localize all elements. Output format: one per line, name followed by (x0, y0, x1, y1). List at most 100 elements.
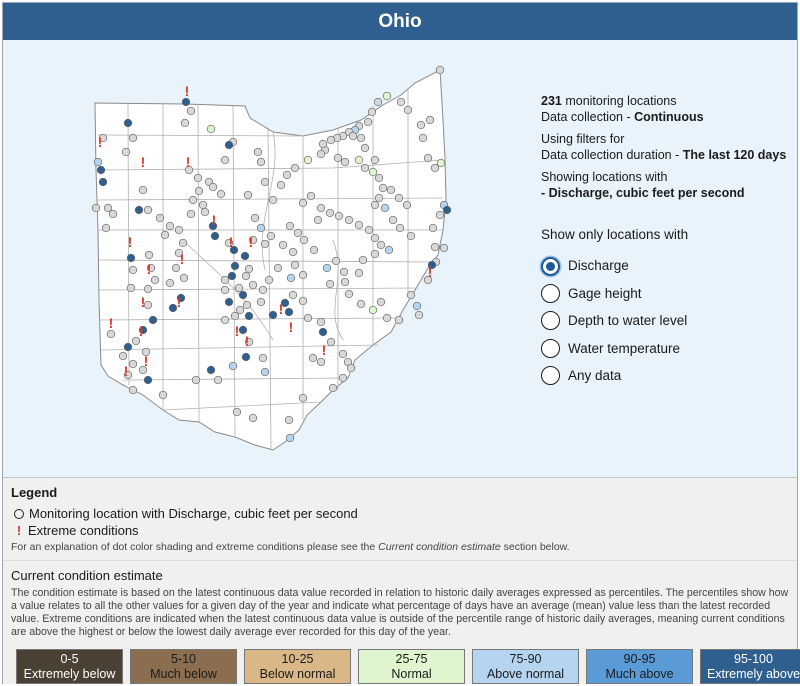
monitoring-location-dot[interactable] (171, 263, 181, 273)
monitoring-location-dot[interactable] (364, 225, 374, 235)
monitoring-location-dot[interactable] (406, 290, 416, 300)
monitoring-location-dot[interactable] (103, 203, 113, 213)
monitoring-location-dot[interactable] (370, 155, 380, 165)
monitoring-location-dot[interactable] (224, 140, 234, 150)
monitoring-location-dot[interactable] (242, 300, 252, 310)
monitoring-location-dot[interactable] (224, 238, 234, 248)
monitoring-location-dot[interactable] (382, 313, 392, 323)
monitoring-location-dot[interactable] (338, 349, 348, 359)
monitoring-location-dot[interactable] (146, 263, 156, 273)
monitoring-location-dot[interactable] (220, 155, 230, 165)
monitoring-location-dot[interactable] (376, 240, 386, 250)
monitoring-location-dot[interactable] (286, 273, 296, 283)
monitoring-location-dot[interactable] (423, 153, 433, 163)
monitoring-location-dot[interactable] (220, 315, 230, 325)
monitoring-location-dot[interactable] (354, 155, 364, 165)
monitoring-location-dot[interactable] (356, 133, 366, 143)
monitoring-location-dot[interactable] (148, 315, 158, 325)
monitoring-location-dot[interactable] (403, 105, 413, 115)
monitoring-location-dot[interactable] (198, 200, 208, 210)
monitoring-location-dot[interactable] (306, 191, 316, 201)
monitoring-location-dot[interactable] (243, 190, 253, 200)
monitoring-location-dot[interactable] (370, 233, 380, 243)
monitoring-location-dot[interactable] (280, 298, 290, 308)
monitoring-location-dot[interactable] (244, 337, 254, 347)
monitoring-location-dot[interactable] (360, 143, 370, 153)
monitoring-location-dot[interactable] (374, 193, 384, 203)
monitoring-location-dot[interactable] (298, 296, 308, 306)
monitoring-location-dot[interactable] (155, 213, 165, 223)
radio-button[interactable] (541, 256, 560, 276)
monitoring-location-dot[interactable] (322, 263, 332, 273)
monitoring-location-dot[interactable] (290, 163, 300, 173)
monitoring-location-dot[interactable] (220, 285, 230, 295)
monitoring-location-dot[interactable] (126, 283, 136, 293)
monitoring-location-dot[interactable] (179, 273, 189, 283)
monitoring-location-dot[interactable] (328, 383, 338, 393)
monitoring-location-dot[interactable] (382, 91, 392, 101)
monitoring-location-dot[interactable] (174, 248, 184, 258)
radio-discharge[interactable]: Discharge (541, 253, 799, 280)
monitoring-location-dot[interactable] (248, 235, 258, 245)
monitoring-location-dot[interactable] (412, 301, 422, 311)
monitoring-location-dot[interactable] (346, 363, 356, 373)
monitoring-location-dot[interactable] (282, 170, 292, 180)
monitoring-location-dot[interactable] (313, 215, 323, 225)
monitoring-location-dot[interactable] (427, 260, 437, 270)
monitoring-location-dot[interactable] (268, 195, 278, 205)
monitoring-location-dot[interactable] (388, 215, 398, 225)
monitoring-location-dot[interactable] (176, 293, 186, 303)
monitoring-location-dot[interactable] (268, 310, 278, 320)
monitoring-location-dot[interactable] (123, 370, 133, 380)
monitoring-location-dot[interactable] (354, 220, 364, 230)
monitoring-location-dot[interactable] (121, 147, 131, 157)
monitoring-location-dot[interactable] (293, 228, 303, 238)
monitoring-location-dot[interactable] (232, 407, 242, 417)
monitoring-location-dot[interactable] (186, 209, 196, 219)
monitoring-location-dot[interactable] (260, 367, 270, 377)
monitoring-location-dot[interactable] (210, 231, 220, 241)
monitoring-location-dot[interactable] (264, 275, 274, 285)
monitoring-location-dot[interactable] (316, 357, 326, 367)
monitoring-location-dot[interactable] (230, 311, 240, 321)
radio-any-data[interactable]: Any data (541, 362, 799, 389)
monitoring-location-dot[interactable] (253, 147, 263, 157)
monitoring-location-dot[interactable] (234, 283, 244, 293)
monitoring-location-dot[interactable] (430, 242, 440, 252)
monitoring-location-dot[interactable] (181, 97, 191, 107)
monitoring-location-dot[interactable] (213, 375, 223, 385)
monitoring-location-dot[interactable] (216, 189, 226, 199)
monitoring-location-dot[interactable] (384, 245, 394, 255)
monitoring-location-dot[interactable] (208, 182, 218, 192)
monitoring-location-dot[interactable] (303, 313, 313, 323)
monitoring-location-dot[interactable] (260, 177, 270, 187)
monitoring-location-dot[interactable] (308, 353, 318, 363)
radio-button[interactable] (541, 284, 560, 304)
monitoring-location-dot[interactable] (143, 205, 153, 215)
monitoring-location-dot[interactable] (158, 390, 168, 400)
monitoring-location-dot[interactable] (299, 235, 309, 245)
monitoring-location-dot[interactable] (131, 336, 141, 346)
monitoring-location-dot[interactable] (368, 305, 378, 315)
radio-button[interactable] (541, 338, 560, 358)
monitoring-location-dot[interactable] (378, 183, 388, 193)
monitoring-location-dot[interactable] (206, 124, 216, 134)
monitoring-location-dot[interactable] (206, 365, 216, 375)
monitoring-location-dot[interactable] (118, 351, 128, 361)
monitoring-location-dot[interactable] (339, 267, 349, 277)
monitoring-location-dot[interactable] (165, 221, 175, 231)
monitoring-location-dot[interactable] (394, 193, 404, 203)
monitoring-location-dot[interactable] (285, 433, 295, 443)
monitoring-location-dot[interactable] (138, 365, 148, 375)
monitoring-location-dot[interactable] (200, 207, 210, 217)
monitoring-location-dot[interactable] (168, 303, 178, 313)
monitoring-location-dot[interactable] (188, 195, 198, 205)
monitoring-location-dot[interactable] (288, 290, 298, 300)
monitoring-location-dot[interactable] (241, 271, 251, 281)
monitoring-location-dot[interactable] (316, 317, 326, 327)
monitoring-location-dot[interactable] (123, 118, 133, 128)
monitoring-location-dot[interactable] (334, 211, 344, 221)
monitoring-location-dot[interactable] (373, 97, 383, 107)
monitoring-location-dot[interactable] (248, 280, 258, 290)
monitoring-location-dot[interactable] (208, 221, 218, 231)
